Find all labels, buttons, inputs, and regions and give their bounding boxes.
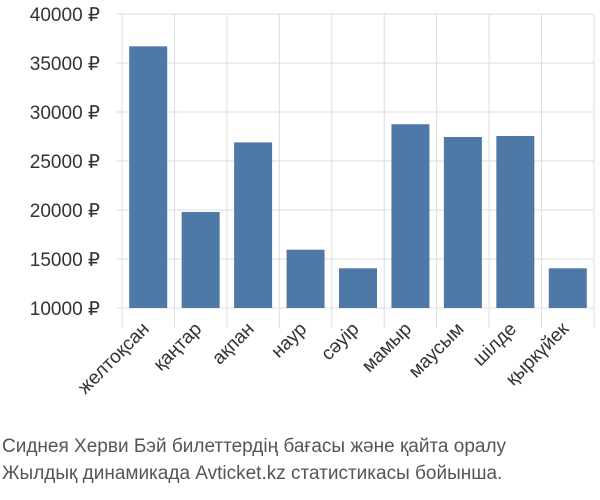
x-tick-label: желтоқсан: [74, 319, 154, 399]
y-tick-label: 20000 ₽: [30, 201, 100, 222]
y-tick-label: 35000 ₽: [30, 54, 100, 75]
y-tick-label: 40000 ₽: [30, 5, 100, 26]
x-tick-label: сәуір: [317, 319, 363, 365]
y-tick-label: 30000 ₽: [30, 103, 100, 124]
y-tick-label: 15000 ₽: [30, 250, 100, 271]
bars: [129, 46, 587, 309]
y-tick-labels: 10000 ₽ 15000 ₽ 20000 ₽ 25000 ₽ 30000 ₽ 35000…: [30, 5, 100, 320]
y-tick-label: 25000 ₽: [30, 152, 100, 173]
bar: [391, 124, 430, 308]
x-tick-label: наур: [267, 319, 311, 363]
bar: [496, 136, 535, 308]
caption-line-1: Сиднея Херви Бэй билеттердің бағасы және…: [2, 436, 507, 457]
bar: [286, 249, 325, 308]
bar: [181, 211, 220, 308]
bar: [234, 142, 273, 308]
bar-chart: 10000 ₽ 15000 ₽ 20000 ₽ 25000 ₽ 30000 ₽ 35000…: [30, 5, 595, 398]
bar: [443, 136, 482, 308]
bar: [548, 268, 587, 308]
x-tick-label: ақпан: [208, 319, 258, 369]
grid-lines: [116, 13, 595, 328]
caption-line-2: Жылдық динамикада Avticket.kz статистика…: [2, 463, 503, 484]
bar: [339, 268, 377, 308]
y-tick-label: 10000 ₽: [30, 299, 100, 320]
bar: [129, 46, 168, 309]
x-tick-label: маусым: [405, 319, 469, 383]
x-tick-label: қаңтар: [150, 319, 207, 376]
